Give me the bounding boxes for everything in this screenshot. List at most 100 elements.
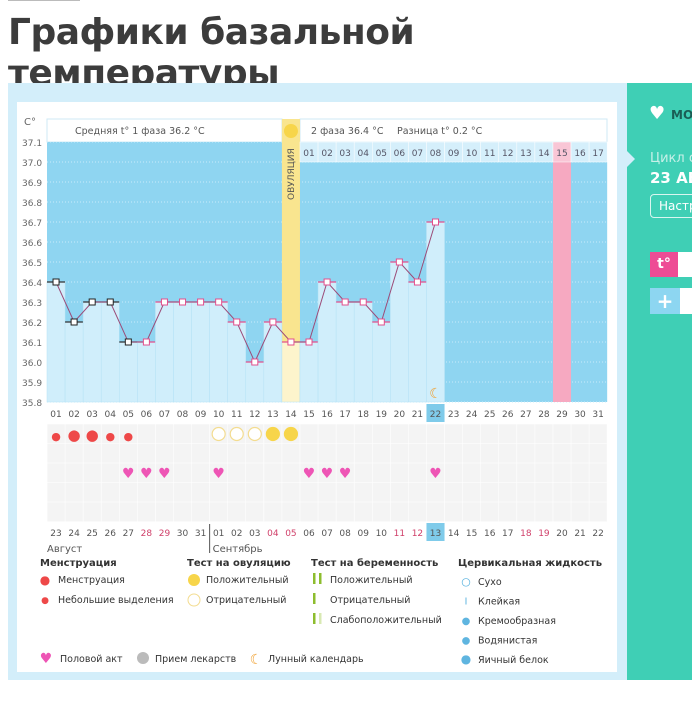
- settings-button[interactable]: Настр: [650, 194, 692, 218]
- temperature-point[interactable]: [106, 298, 114, 306]
- legend-item: Небольшие выделения: [58, 595, 174, 606]
- heart-icon: ♥: [321, 466, 334, 482]
- temperature-point[interactable]: [305, 338, 313, 346]
- top-divider: [8, 0, 80, 1]
- medication-icon: [137, 652, 149, 664]
- temperature-point[interactable]: [432, 218, 440, 226]
- temperature-point[interactable]: [70, 318, 78, 326]
- date-label: 09: [357, 529, 369, 539]
- add-button[interactable]: +: [650, 288, 680, 314]
- spotting-icon: ●: [41, 596, 49, 606]
- cycle-day-label: 21: [412, 410, 423, 420]
- cycle-day-label: 28: [538, 410, 550, 420]
- sidebar-arrow: [627, 151, 635, 167]
- date-label: 07: [321, 529, 332, 539]
- phase2-day-number: 05: [376, 149, 387, 159]
- temperature-bar: [353, 301, 373, 403]
- legend-item: Сухо: [478, 577, 502, 588]
- cycle-day-label: 16: [321, 410, 333, 420]
- y-tick-label: 36.5: [22, 259, 42, 269]
- temperature-point[interactable]: [233, 318, 241, 326]
- difference-summary: Разница t° 0.2 °C: [397, 126, 483, 137]
- phase2-summary: 2 фаза 36.4 °C: [311, 126, 384, 137]
- y-tick-label: 35.8: [22, 399, 42, 409]
- temperature-point[interactable]: [377, 318, 385, 326]
- temperature-point[interactable]: [197, 298, 205, 306]
- temperature-point[interactable]: [413, 278, 421, 286]
- temperature-line: [55, 221, 436, 364]
- events-area: [47, 424, 608, 522]
- legend-item: Отрицательный: [206, 595, 286, 606]
- cervical-fluid-icon: ●: [462, 616, 471, 627]
- y-tick-label: 37.0: [22, 159, 42, 169]
- temperature-bar: [82, 301, 102, 403]
- legend-item: Водянистая: [478, 636, 537, 647]
- temperature-input[interactable]: [678, 252, 692, 277]
- temperature-bar: [64, 321, 84, 403]
- y-tick-label: 36.1: [22, 339, 42, 349]
- cycle-day-label: 14: [285, 410, 297, 420]
- cycle-day-label: 20: [394, 410, 406, 420]
- cycle-day-label: 03: [86, 410, 97, 420]
- phase2-day-number: 17: [592, 149, 603, 159]
- legend-item: Положительный: [206, 575, 289, 586]
- temperature-point[interactable]: [52, 278, 60, 286]
- cycle-day-label: 05: [123, 410, 134, 420]
- menstruation-drop-icon: ●: [86, 426, 99, 444]
- menstruation-drop-icon: ●: [68, 426, 81, 444]
- temperature-bar: [137, 341, 156, 403]
- date-label: 01: [213, 529, 224, 539]
- y-tick-label: 36.7: [22, 219, 42, 229]
- cycle-day-label: 02: [68, 410, 79, 420]
- ovulation-column: [281, 119, 300, 402]
- temperature-bar: [191, 301, 210, 403]
- current-date-highlight: [426, 523, 445, 541]
- temperature-bar: [408, 281, 427, 403]
- cycle-day-label: 10: [213, 410, 225, 420]
- date-label: 17: [502, 529, 513, 539]
- temperature-point[interactable]: [142, 338, 150, 346]
- expected-period-column: [552, 142, 572, 402]
- ovulation-label: ОВУЛЯЦИЯ: [287, 148, 297, 200]
- cervical-fluid-icon: ●: [462, 577, 471, 588]
- temperature-point[interactable]: [251, 358, 259, 366]
- add-input[interactable]: [680, 288, 692, 314]
- temperature-point[interactable]: [395, 258, 403, 266]
- date-label: 08: [339, 529, 351, 539]
- legend-item: Менструация: [58, 575, 125, 586]
- date-label: 28: [141, 529, 153, 539]
- temperature-point[interactable]: [269, 318, 277, 326]
- cycle-day-label: 30: [574, 410, 586, 420]
- cycle-day-label: 18: [357, 410, 369, 420]
- temperature-point[interactable]: [287, 338, 295, 346]
- temperature-bar: [281, 341, 301, 403]
- temperature-point[interactable]: [341, 298, 349, 306]
- phase2-day-number: 14: [538, 149, 550, 159]
- cycle-day-label: 09: [195, 410, 207, 420]
- temperature-button[interactable]: t°: [650, 252, 678, 277]
- date-label: 03: [249, 529, 260, 539]
- temperature-bar: [299, 341, 319, 403]
- date-label: 13: [430, 529, 441, 539]
- my-cycles-link[interactable]: МО: [671, 108, 692, 122]
- y-tick-label: 36.2: [22, 319, 42, 329]
- date-label: 23: [50, 529, 61, 539]
- legend-item: Лунный календарь: [268, 654, 364, 665]
- phase2-day-number: 16: [574, 149, 586, 159]
- temperature-point[interactable]: [323, 278, 331, 286]
- pregnancy-test-icon: [313, 613, 316, 624]
- temperature-point[interactable]: [88, 298, 96, 306]
- menstruation-drop-icon: ●: [124, 430, 134, 443]
- current-day-highlight: [426, 404, 445, 422]
- cycle-date: 23 АВ: [650, 169, 692, 187]
- temperature-point[interactable]: [359, 298, 367, 306]
- temperature-point[interactable]: [124, 338, 132, 346]
- ovulation-test-positive-icon: [283, 426, 299, 442]
- cervical-fluid-icon: ●: [461, 652, 471, 666]
- phase2-day-number: 08: [430, 149, 442, 159]
- temperature-point[interactable]: [160, 298, 168, 306]
- temperature-point[interactable]: [215, 298, 223, 306]
- phase2-day-number: 12: [502, 149, 513, 159]
- date-label: 20: [556, 529, 568, 539]
- temperature-point[interactable]: [179, 298, 187, 306]
